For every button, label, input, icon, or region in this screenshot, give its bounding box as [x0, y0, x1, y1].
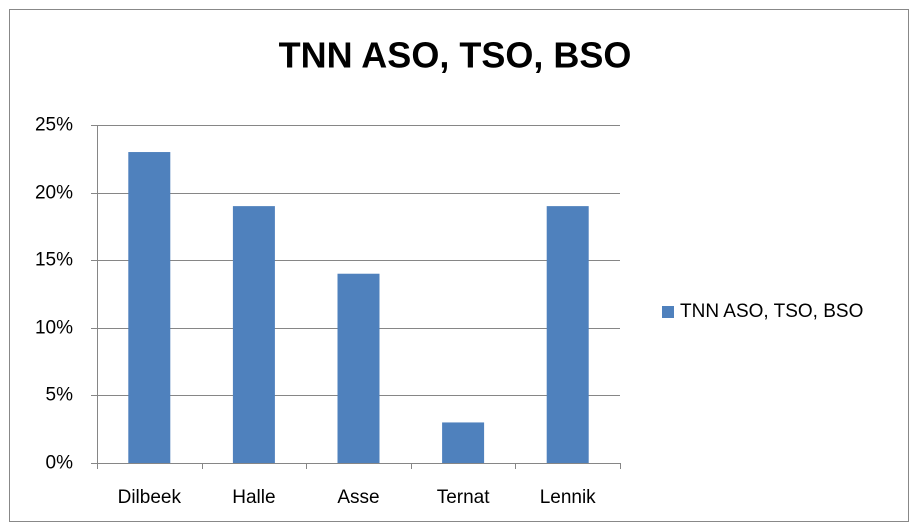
y-tick-label: 15%: [35, 250, 73, 271]
legend-label: TNN ASO, TSO, BSO: [680, 301, 863, 322]
y-tick-label: 25%: [35, 115, 73, 136]
x-tick-label: Dilbeek: [118, 487, 182, 508]
x-tick-label: Halle: [232, 487, 275, 508]
x-tick-label: Asse: [337, 487, 379, 508]
y-tick-label: 20%: [35, 183, 73, 204]
bar: [546, 206, 589, 463]
y-tick-label: 10%: [35, 318, 73, 339]
bar: [337, 273, 380, 463]
bar: [442, 422, 485, 463]
bar: [232, 206, 275, 463]
x-tick-label: Ternat: [437, 487, 491, 508]
y-tick-label: 0%: [46, 453, 74, 474]
x-tick-label: Lennik: [540, 487, 596, 508]
y-tick-label: 5%: [46, 385, 74, 406]
bar: [128, 152, 171, 464]
legend-swatch: [662, 306, 674, 318]
chart-title: TNN ASO, TSO, BSO: [279, 35, 632, 76]
